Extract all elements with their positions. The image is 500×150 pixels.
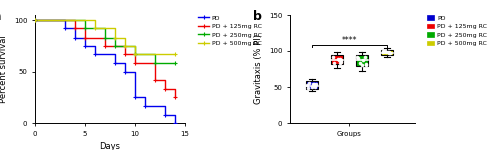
Point	[310, 83, 318, 86]
Point	[309, 82, 317, 85]
Point	[382, 51, 390, 53]
Point	[384, 50, 392, 53]
Text: ****: ****	[342, 36, 357, 45]
Point	[378, 50, 386, 52]
Bar	[356, 55, 368, 66]
Point	[337, 61, 345, 63]
Point	[354, 57, 362, 60]
Bar	[331, 55, 342, 64]
Point	[381, 50, 389, 52]
Point	[330, 62, 338, 64]
Bar	[382, 50, 392, 55]
Point	[329, 56, 337, 59]
X-axis label: Days: Days	[100, 142, 120, 150]
Point	[336, 58, 344, 61]
Point	[312, 82, 320, 85]
Point	[356, 62, 364, 64]
Point	[334, 58, 342, 61]
Point	[303, 84, 311, 86]
Point	[311, 86, 319, 88]
Point	[353, 56, 361, 58]
Point	[358, 64, 366, 66]
Text: b: b	[252, 10, 262, 23]
Point	[336, 59, 344, 61]
Point	[384, 50, 392, 53]
Point	[385, 52, 393, 54]
Legend: PD, PD + 125mg RC, PD + 250mg RC, PD + 500mg RC: PD, PD + 125mg RC, PD + 250mg RC, PD + 5…	[196, 13, 264, 49]
Point	[336, 62, 344, 64]
Text: a: a	[0, 10, 2, 23]
Point	[335, 58, 343, 61]
Point	[304, 87, 312, 90]
Point	[362, 63, 370, 65]
Point	[359, 59, 367, 62]
Point	[378, 50, 386, 53]
Point	[308, 86, 316, 88]
Y-axis label: Gravitaxis (% PI): Gravitaxis (% PI)	[254, 34, 264, 104]
Point	[361, 56, 369, 58]
Point	[386, 51, 394, 54]
Bar	[306, 81, 318, 89]
Legend: PD, PD + 125mg RC, PD + 250mg RC, PD + 500mg RC: PD, PD + 125mg RC, PD + 250mg RC, PD + 5…	[424, 13, 490, 49]
Point	[305, 82, 313, 85]
Y-axis label: Percent survival: Percent survival	[0, 35, 8, 103]
Point	[362, 64, 370, 66]
